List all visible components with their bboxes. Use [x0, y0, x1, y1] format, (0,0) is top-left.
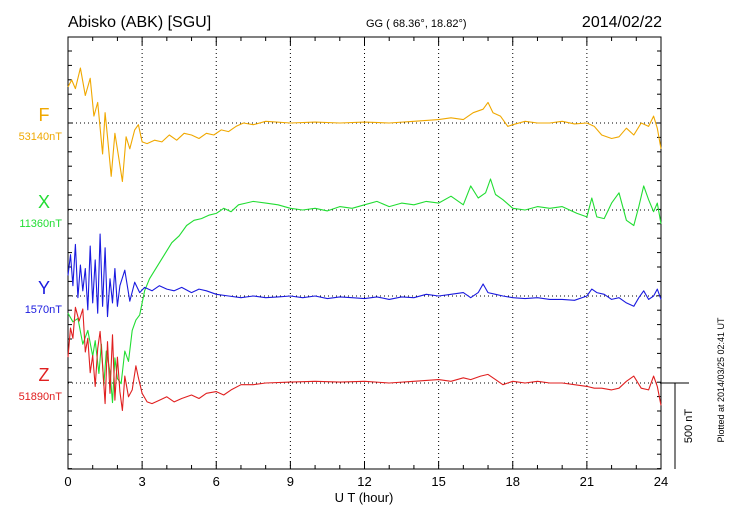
series-line-z: [67, 306, 662, 412]
x-tick-label: 18: [506, 474, 520, 489]
series-line-y: [67, 233, 662, 318]
series-baseline-x: 11360nT: [19, 218, 62, 230]
x-tick-label: 9: [287, 474, 294, 489]
series-name-y: Y: [38, 278, 50, 298]
series-name-f: F: [39, 105, 50, 125]
coordinates-label: GG ( 68.36°, 18.82°): [366, 18, 467, 30]
vertical-gridlines: [141, 37, 588, 469]
x-tick-label: 24: [654, 474, 668, 489]
x-tick-label: 6: [213, 474, 220, 489]
series-line-x: [67, 178, 662, 404]
x-tick-label: 3: [139, 474, 146, 489]
series-name-x: X: [38, 192, 50, 212]
x-tick-label: 21: [580, 474, 594, 489]
series-baseline-y: 1570nT: [25, 304, 63, 316]
x-axis-label: U T (hour): [335, 490, 394, 505]
series-lines: [67, 67, 662, 412]
date-label: 2014/02/22: [582, 14, 662, 31]
plotted-at-note: Plotted at 2014/03/25 02:41 UT: [716, 317, 726, 443]
x-tick-labels: 0 3 6 9 12 15 18 21 24: [64, 474, 668, 489]
series-baseline-z: 51890nT: [19, 391, 63, 403]
x-tick-label: 0: [64, 474, 71, 489]
series-line-f: [67, 67, 662, 183]
axis-ticks: [67, 37, 662, 470]
series-baseline-f: 53140nT: [19, 131, 63, 143]
series-labels: F 53140nT X 11360nT Y 1570nT Z 51890nT: [19, 105, 63, 403]
series-name-z: Z: [39, 365, 50, 385]
station-title: Abisko (ABK) [SGU]: [68, 14, 211, 31]
x-tick-label: 15: [431, 474, 445, 489]
scale-label: 500 nT: [683, 409, 695, 444]
x-tick-label: 12: [357, 474, 371, 489]
baseline-gridlines: [68, 122, 661, 384]
scale-bar: [661, 382, 689, 469]
